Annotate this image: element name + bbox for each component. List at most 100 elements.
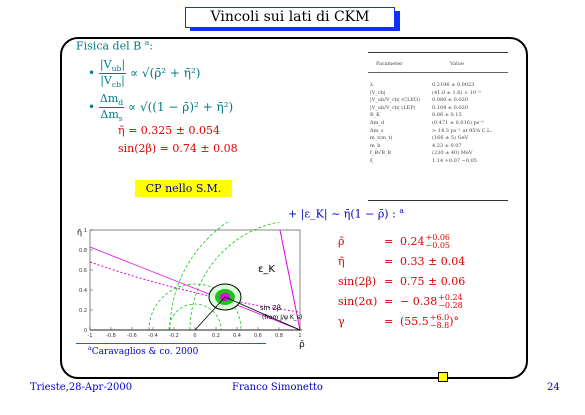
ut-plot: -1 -0.8 -0.6 -0.4 -0.2 0 0.2 0.4 0.6 0.8 1 0 0.2 0.4… bbox=[77, 222, 305, 350]
result-value: 0.33 ± 0.04 bbox=[400, 255, 466, 268]
y-tick-label: 0.4 bbox=[79, 288, 87, 294]
annotation: sin 2β bbox=[260, 304, 281, 312]
x-tick-label: -0.2 bbox=[169, 333, 179, 339]
result-row: γ = (55.5 +6.0 −8.8)° bbox=[338, 312, 465, 332]
table-cell: 0.86 ± 0.15 bbox=[432, 112, 462, 119]
result-sub: −0.28 bbox=[438, 301, 463, 310]
result-value: (55.5 bbox=[400, 315, 429, 328]
table-row: m_t(m_t) (166 ± 5) GeV bbox=[370, 135, 492, 143]
x-tick-label: 0.4 bbox=[233, 333, 241, 339]
table-row: m_b 4.23 ± 0.07 bbox=[370, 143, 492, 151]
y-tick-label: 0.2 bbox=[79, 308, 87, 314]
table-row: |V_cb| (41.0 ± 1.6) × 10⁻³ bbox=[370, 90, 492, 98]
footer-center: Franco Simonetto bbox=[232, 382, 323, 393]
result-end: )° bbox=[449, 315, 460, 328]
result-sub: −8.8 bbox=[429, 321, 450, 330]
table-cell: 0.080 ± 0.020 bbox=[432, 97, 468, 104]
constraint: sin(2β) = 0.74 ± 0.08 bbox=[118, 142, 238, 155]
table-cell: 0.104 ± 0.020 bbox=[432, 104, 468, 111]
numerator: Δmd bbox=[98, 92, 125, 109]
table-row: |V_ub/V_cb| (LEP) 0.104 ± 0.020 bbox=[370, 105, 492, 113]
table-cell: |V_cb| bbox=[370, 89, 386, 96]
table-row: B_K 0.86 ± 0.15 bbox=[370, 112, 492, 120]
result-value: − 0.38 bbox=[400, 295, 438, 308]
y-tick-label: 0.8 bbox=[79, 248, 87, 254]
triangle bbox=[194, 296, 301, 331]
frame bbox=[60, 37, 528, 379]
intro-colon: : bbox=[149, 39, 153, 53]
result-row: ρ̄ = 0.24 +0.06 −0.05 bbox=[338, 232, 465, 252]
result-eq: = bbox=[384, 295, 394, 308]
table-cell: 1.14 +0.07 −0.05 bbox=[432, 157, 477, 164]
num-end: | bbox=[121, 58, 126, 71]
x-tick-label: -0.8 bbox=[106, 333, 116, 339]
num-base: |V bbox=[99, 58, 112, 71]
table-row: Δm_d (0.471 ± 0.016) ps⁻¹ bbox=[370, 120, 492, 128]
result-sup: +0.06 bbox=[425, 233, 451, 242]
intro: Fisica del B a: bbox=[76, 38, 153, 53]
table-row: |V_ub/V_cb| (CLEO) 0.080 ± 0.020 bbox=[370, 97, 492, 105]
table-rule bbox=[368, 72, 508, 73]
table-row: ξ 1.14 +0.07 −0.05 bbox=[370, 158, 492, 166]
den-end: | bbox=[121, 74, 125, 88]
title: Vincoli sui lati di CKM bbox=[185, 7, 395, 28]
result-value: 0.24 bbox=[400, 235, 425, 248]
annotation: ε_K bbox=[258, 264, 275, 275]
note-mark: a bbox=[88, 345, 92, 352]
x-tick-label: 1 bbox=[298, 333, 301, 339]
table-header: Parameter bbox=[376, 61, 403, 67]
result-eq: = bbox=[384, 315, 394, 328]
table-cell: (166 ± 5) GeV bbox=[432, 135, 469, 142]
table-row: f_B√B_B (230 ± 40) MeV bbox=[370, 150, 492, 158]
table-cell: |V_ub/V_cb| (CLEO) bbox=[370, 97, 421, 104]
den-sub: s bbox=[118, 114, 123, 124]
y-axis-label: η̄ bbox=[77, 228, 82, 237]
x-tick-label: -1 bbox=[88, 333, 93, 339]
result-lhs: γ bbox=[338, 315, 345, 328]
den-base: Δm bbox=[100, 108, 119, 122]
table-cell: Δm_s bbox=[370, 127, 384, 134]
table-cell: ξ bbox=[370, 157, 373, 164]
numerator: |Vub| bbox=[98, 58, 127, 75]
table-cell: 4.23 ± 0.07 bbox=[432, 142, 462, 149]
x-tick-label: 0.8 bbox=[275, 333, 283, 339]
result-lhs: sin(2β) bbox=[338, 275, 377, 288]
result-lhs: sin(2α) bbox=[338, 295, 378, 308]
result-eq: = bbox=[384, 235, 394, 248]
bullet-dot: • bbox=[88, 100, 96, 115]
fraction: |Vub| |Vcb| bbox=[98, 58, 127, 89]
y-tick-label: 0 bbox=[84, 328, 87, 334]
epsk-line: + |ε_K| ∼ η̄(1 − ρ̄) : a bbox=[288, 206, 404, 221]
table-rule bbox=[368, 52, 508, 53]
y-tick-label: 1 bbox=[84, 228, 87, 234]
num-sub: ub bbox=[111, 64, 122, 74]
x-tick-label: 0 bbox=[193, 333, 196, 339]
result-uncertainty: +0.24 −0.28 bbox=[438, 294, 463, 310]
footer-left: Trieste,28-Apr-2000 bbox=[30, 382, 133, 393]
x-tick-label: 0.2 bbox=[212, 333, 220, 339]
bullet: • Δmd Δms ∝ √((1 − ρ̄)² + η̄²) bbox=[88, 92, 233, 123]
table-cell: |V_ub/V_cb| (LEP) bbox=[370, 104, 416, 111]
footnote: aCaravaglios & co. 2000 bbox=[88, 345, 198, 357]
table-cell: (0.471 ± 0.016) ps⁻¹ bbox=[432, 119, 484, 126]
table-row: Δm_s > 14.3 ps⁻¹ at 95% C.L. bbox=[370, 128, 492, 136]
cp-box: CP nello S.M. bbox=[135, 180, 232, 197]
result-sub: −0.05 bbox=[425, 241, 451, 250]
num-sub: d bbox=[118, 98, 124, 108]
result-sup: +6.0 bbox=[429, 313, 450, 322]
x-tick-label: -0.6 bbox=[127, 333, 137, 339]
den-base: |V bbox=[100, 74, 112, 88]
bullet-dot: • bbox=[88, 66, 96, 81]
sin2b-line bbox=[89, 246, 301, 331]
x-tick-label: 0.6 bbox=[254, 333, 262, 339]
result-uncertainty: +6.0 −8.8 bbox=[430, 314, 449, 330]
table-row: λ 0.2196 ± 0.0023 bbox=[370, 82, 492, 90]
footnote-rule bbox=[76, 343, 266, 344]
result-eq: = bbox=[384, 275, 394, 288]
x-tick-label: -0.4 bbox=[148, 333, 158, 339]
nav-marker bbox=[438, 372, 448, 382]
fraction: Δmd Δms bbox=[98, 92, 125, 123]
result-lhs: ρ̄ bbox=[338, 235, 345, 248]
denominator: Δms bbox=[100, 108, 122, 123]
bullet-expr: ∝ √(ρ̄² + η̄²) bbox=[129, 66, 201, 81]
